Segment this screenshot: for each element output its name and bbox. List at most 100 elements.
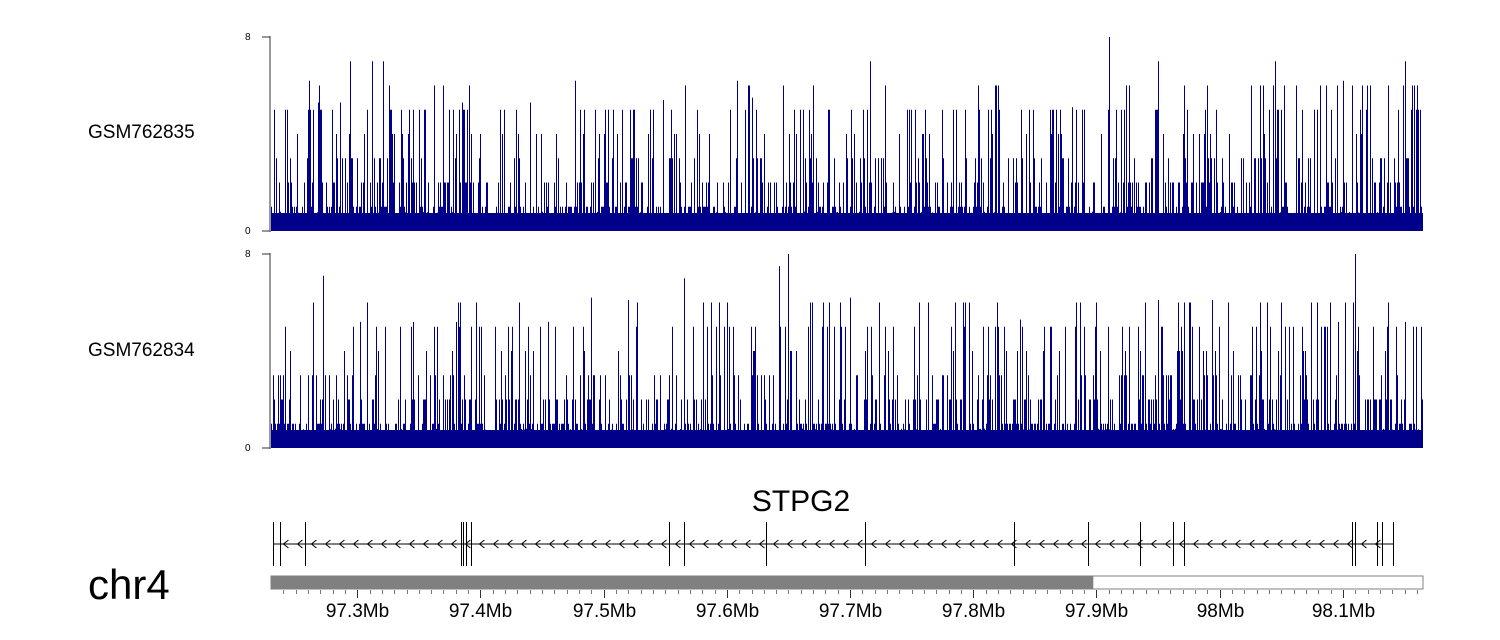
x-tick-label: 97.7Mb [819,601,882,622]
data-track-gsm762835: GSM762835 8 0 [88,32,1423,237]
strand-arrow [1248,539,1255,549]
strand-arrow [1108,539,1115,549]
strand-arrow [492,539,499,549]
y-tick-label-max: 8 [245,32,251,43]
strand-arrow [758,539,765,549]
strand-arrow [576,539,583,549]
strand-arrow [1332,539,1339,549]
strand-arrow [506,539,513,549]
strand-arrow [1206,539,1213,549]
strand-arrow [394,539,401,549]
strand-arrow [814,539,821,549]
strand-arrow [408,539,415,549]
x-tick-label: 98.1Mb [1312,601,1375,622]
x-axis: 97.3Mb 97.4Mb 97.5Mb 97.6Mb 97.7Mb 97.8Mb 97.9… [283,590,1418,622]
strand-arrow [310,539,317,549]
strand-arrow [828,539,835,549]
strand-arrow [954,539,961,549]
chromosome-label: chr4 [88,561,170,608]
coverage-histogram [271,302,1423,448]
strand-arrow [1346,539,1353,549]
coverage-baseline-fill [271,430,1423,448]
strand-arrow [982,539,989,549]
x-tick-label: 97.5Mb [573,601,636,622]
coverage-bars [271,254,1423,448]
strand-arrow [1038,539,1045,549]
strand-arrow [702,539,709,549]
strand-arrow [520,539,527,549]
strand-arrow [968,539,975,549]
strand-arrow [898,539,905,549]
coverage-histogram [271,85,1423,231]
strand-arrow [772,539,779,549]
strand-arrow [604,539,611,549]
strand-arrow [422,539,429,549]
strand-arrow [1122,539,1129,549]
track-label-gsm762834: GSM762834 [88,340,195,361]
strand-arrow [646,539,653,549]
x-tick-label: 97.8Mb [942,601,1005,622]
strand-arrow [324,539,331,549]
strand-arrow [1066,539,1073,549]
strand-arrow [1164,539,1171,549]
strand-arrow [688,539,695,549]
strand-arrow [1318,539,1325,549]
strand-arrow [1290,539,1297,549]
strand-arrow [996,539,1003,549]
strand-arrow [1234,539,1241,549]
strand-arrow [856,539,863,549]
strand-arrow [366,539,373,549]
strand-arrow [478,539,485,549]
strand-arrow [744,539,751,549]
gene-model [273,522,1394,566]
strand-arrow [884,539,891,549]
strand-arrow [660,539,667,549]
strand-arrow [1080,539,1087,549]
strand-arrow [800,539,807,549]
strand-arrow [380,539,387,549]
coverage-baseline-fill [271,213,1423,231]
strand-arrow [450,539,457,549]
strand-arrow [1276,539,1283,549]
data-track-gsm762834: GSM762834 8 0 [88,249,1423,454]
strand-arrow [1262,539,1269,549]
strand-arrow [632,539,639,549]
strand-arrow [352,539,359,549]
chromosome-track: chr4 97.3Mb 97.4Mb 97.5Mb 97.6Mb 97.7Mb 97.8M… [88,561,1424,622]
y-tick-label-max: 8 [245,249,251,260]
coverage-bars [271,37,1423,231]
strand-arrow [548,539,555,549]
strand-arrow [940,539,947,549]
strand-arrow [674,539,681,549]
strand-arrow [1220,539,1227,549]
strand-arrow [618,539,625,549]
strand-arrow [534,539,541,549]
track-label-gsm762835: GSM762835 [88,122,195,143]
strand-arrow [1178,539,1185,549]
y-tick-label-min: 0 [245,226,251,237]
strand-arrow [1052,539,1059,549]
strand-arrow [842,539,849,549]
strand-arrow [912,539,919,549]
gene-name: STPG2 [752,485,850,518]
strand-arrow [296,539,303,549]
x-tick-label: 97.4Mb [449,601,512,622]
strand-arrow [562,539,569,549]
strand-arrow [1094,539,1101,549]
x-tick-label: 97.6Mb [696,601,759,622]
strand-arrow [464,539,471,549]
strand-arrow [786,539,793,549]
strand-arrow [1192,539,1199,549]
y-tick-label-min: 0 [245,443,251,454]
strand-arrow [926,539,933,549]
x-tick-label: 97.3Mb [326,601,389,622]
x-tick-label: 98Mb [1197,601,1245,622]
strand-arrow [1360,539,1367,549]
strand-arrow [436,539,443,549]
gene-track: STPG2 [273,485,1394,566]
strand-arrow [1374,539,1381,549]
x-tick-label: 97.9Mb [1065,601,1128,622]
strand-arrow [590,539,597,549]
strand-arrow [716,539,723,549]
